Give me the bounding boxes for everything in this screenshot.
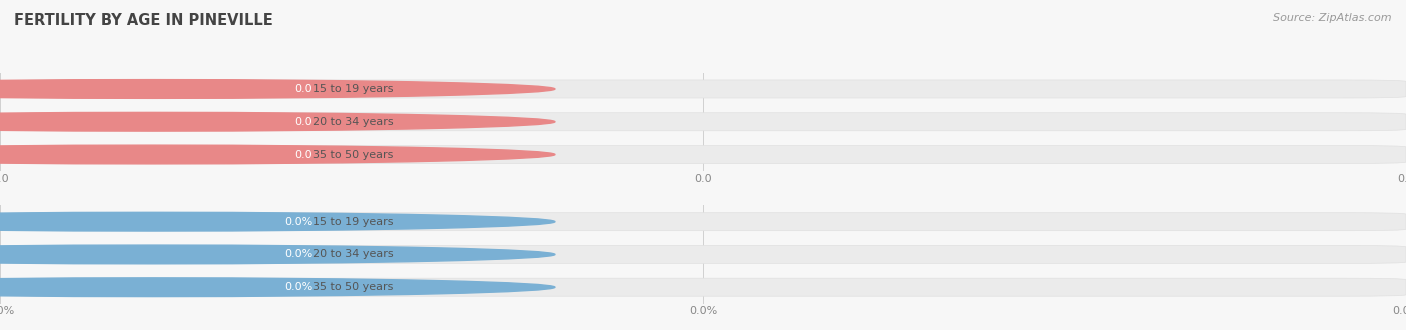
FancyBboxPatch shape <box>0 113 1406 131</box>
Text: 20 to 34 years: 20 to 34 years <box>312 117 394 127</box>
Text: 20 to 34 years: 20 to 34 years <box>312 249 394 259</box>
Text: Source: ZipAtlas.com: Source: ZipAtlas.com <box>1274 13 1392 23</box>
FancyBboxPatch shape <box>0 113 321 131</box>
Text: FERTILITY BY AGE IN PINEVILLE: FERTILITY BY AGE IN PINEVILLE <box>14 13 273 28</box>
Circle shape <box>0 245 555 264</box>
FancyBboxPatch shape <box>0 80 1406 98</box>
Text: 0.0: 0.0 <box>294 117 312 127</box>
Circle shape <box>0 212 555 231</box>
Circle shape <box>0 80 555 98</box>
FancyBboxPatch shape <box>0 213 1406 231</box>
FancyBboxPatch shape <box>0 246 321 263</box>
Circle shape <box>0 113 555 131</box>
FancyBboxPatch shape <box>0 278 321 296</box>
Text: 0.0%: 0.0% <box>284 217 312 227</box>
Text: 0.0%: 0.0% <box>284 249 312 259</box>
Text: 15 to 19 years: 15 to 19 years <box>312 84 394 94</box>
Circle shape <box>0 145 555 164</box>
Text: 15 to 19 years: 15 to 19 years <box>312 217 394 227</box>
Text: 0.0%: 0.0% <box>284 282 312 292</box>
FancyBboxPatch shape <box>0 246 1406 263</box>
FancyBboxPatch shape <box>0 80 321 98</box>
Text: 35 to 50 years: 35 to 50 years <box>312 282 394 292</box>
FancyBboxPatch shape <box>0 213 321 231</box>
FancyBboxPatch shape <box>0 146 321 164</box>
Text: 35 to 50 years: 35 to 50 years <box>312 149 394 159</box>
Text: 0.0: 0.0 <box>294 84 312 94</box>
FancyBboxPatch shape <box>0 278 1406 296</box>
FancyBboxPatch shape <box>0 146 1406 164</box>
Text: 0.0: 0.0 <box>294 149 312 159</box>
Circle shape <box>0 278 555 297</box>
